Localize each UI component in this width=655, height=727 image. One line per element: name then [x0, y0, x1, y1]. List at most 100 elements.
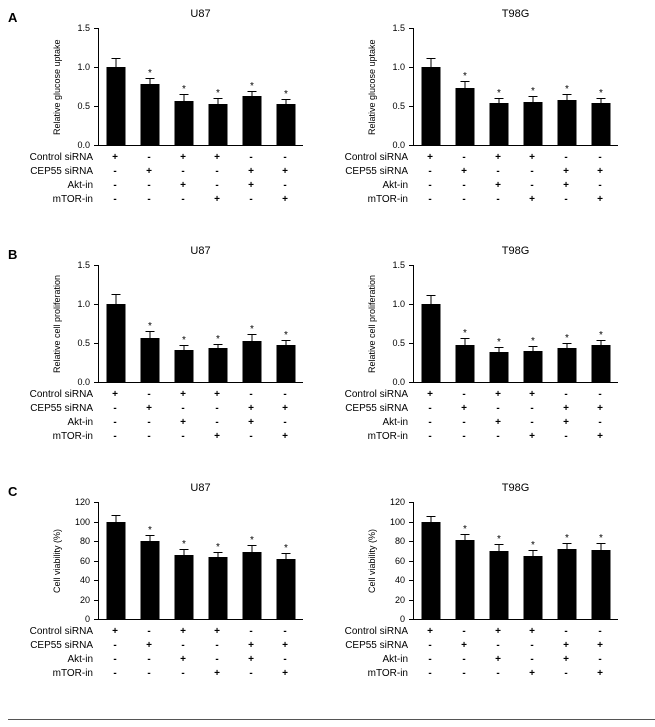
- error-bar-cap: [179, 345, 189, 347]
- treatment-matrix: Control siRNA + - + + - - CEP55 siRNA - + - - + + Akt-…: [345, 388, 618, 444]
- treatment-sign: -: [462, 626, 466, 637]
- error-bar: [430, 59, 432, 75]
- treatment-matrix: Control siRNA + - + + - - CEP55 siRNA - + - - + + Akt-…: [345, 625, 618, 681]
- treatment-sign: -: [283, 417, 287, 428]
- error-bar: [600, 340, 602, 351]
- error-bar-cap: [281, 339, 291, 341]
- treatment-sign: -: [598, 626, 602, 637]
- bar-slot: *: [516, 502, 550, 619]
- y-axis-label: Relative glucose uptake: [52, 39, 62, 135]
- treatment-sign: -: [113, 166, 117, 177]
- treatment-row-label-cell: Control siRNA: [30, 625, 98, 639]
- treatment-sign: -: [530, 417, 534, 428]
- y-tick-mark: [409, 541, 413, 542]
- bar-slot: [414, 502, 448, 619]
- treatment-sign: -: [181, 640, 185, 651]
- error-bar: [532, 97, 534, 107]
- treatment-sign: -: [496, 194, 500, 205]
- treatment-sign: +: [597, 194, 603, 205]
- bar-slot: *: [448, 265, 482, 382]
- error-bar: [115, 59, 117, 75]
- error-bar: [498, 347, 500, 356]
- bar: [591, 102, 611, 145]
- error-bar: [285, 99, 287, 108]
- bar-slot: [99, 265, 133, 382]
- treatment-row-label: mTOR-in: [367, 431, 408, 442]
- y-axis-label: Relative glucose uptake: [367, 39, 377, 135]
- treatment-row-label: Akt-in: [382, 417, 408, 428]
- treatment-row-label: Control siRNA: [29, 152, 93, 163]
- treatment-sign: -: [496, 431, 500, 442]
- significance-asterisk: *: [216, 541, 220, 553]
- error-bar-cap: [213, 97, 223, 99]
- chart-title: T98G: [501, 8, 530, 20]
- treatment-sign: -: [496, 403, 500, 414]
- error-bar-cap: [145, 535, 155, 537]
- y-tick-mark: [94, 145, 98, 146]
- bar-slot: *: [516, 28, 550, 145]
- bar-slot: *: [167, 265, 201, 382]
- error-bar-cap: [111, 58, 121, 60]
- bar: [208, 556, 228, 619]
- error-bar-cap: [460, 534, 470, 536]
- chart-body: Cell viability (%) 0 20 40 60 80 100 120 * * * * *: [365, 497, 618, 624]
- error-bar: [464, 81, 466, 95]
- treatment-row-label: CEP55 siRNA: [30, 166, 93, 177]
- y-tick-label: 0.5: [77, 338, 90, 348]
- error-bar-cap: [562, 94, 572, 96]
- treatment-sign: -: [598, 654, 602, 665]
- treatment-sign: +: [597, 668, 603, 679]
- treatment-sign: -: [147, 389, 151, 400]
- bar-slot: *: [448, 502, 482, 619]
- y-tick-mark: [409, 304, 413, 305]
- chart-title: U87: [190, 8, 211, 20]
- treatment-sign: -: [462, 431, 466, 442]
- treatment-row-label-cell: Akt-in: [50, 179, 98, 193]
- significance-asterisk: *: [599, 87, 603, 99]
- treatment-matrix: Control siRNA + - + + - - CEP55 siRNA - + - - + + Akt-…: [30, 625, 303, 681]
- y-tick-label: 1.0: [392, 62, 405, 72]
- treatment-row: Control siRNA + - + + - -: [30, 388, 303, 402]
- y-tick-mark: [94, 580, 98, 581]
- error-bar-cap: [562, 342, 572, 344]
- bar-slot: *: [550, 502, 584, 619]
- treatment-row: mTOR-in - - - + - +: [365, 430, 618, 444]
- error-bar-cap: [494, 543, 504, 545]
- treatment-row-label-cell: Control siRNA: [345, 388, 413, 402]
- bar: [421, 67, 441, 145]
- treatment-sign: +: [282, 668, 288, 679]
- error-bar: [251, 335, 253, 348]
- y-tick-mark: [94, 599, 98, 601]
- treatment-matrix: Control siRNA + - + + - - CEP55 siRNA - + - - + + Akt-…: [345, 151, 618, 207]
- panel-c: C U87 Cell viability (%) 0 20 40 60 80 100 120…: [8, 482, 655, 681]
- y-tick-label: 60: [394, 555, 405, 566]
- treatment-sign: +: [461, 166, 467, 177]
- error-bar: [566, 343, 568, 352]
- treatment-row-label: CEP55 siRNA: [30, 640, 93, 651]
- treatment-row: mTOR-in - - - + - +: [50, 430, 303, 444]
- significance-asterisk: *: [565, 84, 569, 96]
- treatment-sign: +: [248, 403, 254, 414]
- bar-slot: [99, 502, 133, 619]
- treatment-row-label: CEP55 siRNA: [345, 640, 408, 651]
- error-bar-cap: [426, 515, 436, 517]
- significance-asterisk: *: [497, 336, 501, 348]
- y-tick-mark: [409, 599, 413, 601]
- treatment-row-label: Control siRNA: [344, 626, 408, 637]
- error-bar: [149, 536, 151, 546]
- y-tick-label: 0.5: [392, 338, 405, 348]
- treatment-sign: +: [597, 166, 603, 177]
- treatment-sign: -: [598, 152, 602, 163]
- bar-slot: *: [516, 265, 550, 382]
- bar: [174, 100, 194, 145]
- y-tick-mark: [409, 28, 413, 29]
- significance-asterisk: *: [531, 335, 535, 347]
- treatment-sign: -: [113, 640, 117, 651]
- treatment-row-label-cell: Control siRNA: [345, 151, 413, 165]
- bar-slot: *: [269, 28, 303, 145]
- y-tick-label: 0.5: [77, 101, 90, 111]
- treatment-sign: -: [530, 403, 534, 414]
- treatment-row-label-cell: Akt-in: [365, 179, 413, 193]
- chart-title: U87: [190, 245, 211, 257]
- treatment-row-label-cell: mTOR-in: [50, 193, 98, 207]
